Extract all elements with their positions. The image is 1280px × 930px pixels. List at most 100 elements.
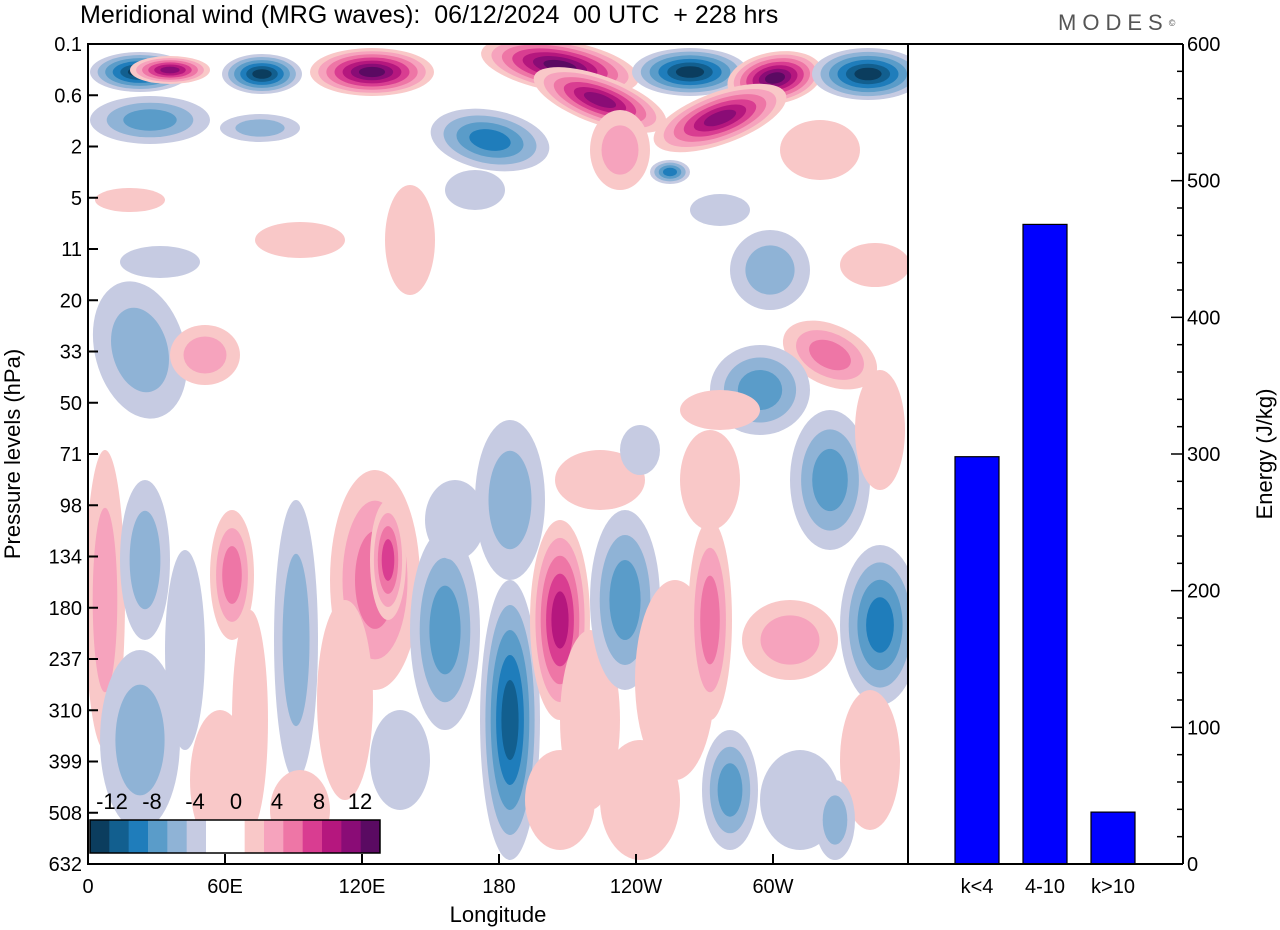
- heatmap-x-tick-label: 60E: [207, 876, 243, 898]
- contour-region: [92, 507, 118, 693]
- contour-region: [183, 336, 227, 374]
- colorbar-swatch: [244, 820, 265, 853]
- colorbar-swatch: [90, 820, 110, 853]
- colorbar-label: -12: [96, 789, 128, 814]
- bar-y-tick-label: 600: [1187, 34, 1220, 56]
- contour-region: [235, 119, 285, 137]
- contour-region: [488, 450, 532, 550]
- contour-region: [765, 72, 785, 84]
- heatmap-y-tick-label: 20: [60, 290, 82, 312]
- energy-bar: [1022, 223, 1068, 865]
- bar-y-tick-label: 300: [1187, 444, 1220, 466]
- contour-region: [822, 795, 848, 845]
- heatmap-y-tick-label: 0.6: [54, 85, 82, 107]
- contour-region: [317, 600, 373, 800]
- contour-region: [620, 425, 660, 475]
- contour-region: [600, 740, 680, 860]
- bar-panel: 0 100 200 300 400 500 600 k<4 4-10 k>10 Energy (…: [908, 34, 1277, 898]
- heatmap-y-tick-label: 508: [49, 803, 82, 825]
- logo-text: MODES: [1058, 10, 1169, 35]
- colorbar: -12 -8 -4 0 4 8 12: [89, 789, 381, 854]
- contour-region: [780, 120, 860, 180]
- colorbar-swatch: [302, 820, 323, 853]
- contour-region: [809, 339, 851, 371]
- heatmap-y-tick-label: 237: [49, 649, 82, 671]
- contour-region: [381, 539, 395, 581]
- contour-region: [601, 125, 639, 175]
- heatmap-x-tick-label: 180: [482, 876, 515, 898]
- colorbar-label: -4: [185, 789, 205, 814]
- bar-category-label: 4-10: [1025, 876, 1065, 898]
- contour-region: [282, 553, 310, 727]
- energy-bars: [954, 223, 1136, 865]
- bar-y-ticks: 0 100 200 300 400 500 600: [1171, 34, 1220, 876]
- colorbar-swatch: [341, 820, 362, 853]
- heatmap-y-tick-label: 180: [49, 598, 82, 620]
- bar-y-tick-label: 0: [1187, 854, 1198, 876]
- contour-region: [95, 188, 165, 212]
- contour-region: [583, 92, 617, 108]
- heatmap-y-tick-label: 399: [49, 752, 82, 774]
- colorbar-swatch: [225, 820, 246, 853]
- heatmap-y-tick-label: 5: [71, 188, 82, 210]
- contour-region: [160, 66, 180, 74]
- contour-region: [675, 66, 705, 78]
- bar-y-tick-label: 400: [1187, 307, 1220, 329]
- contour-region: [680, 390, 760, 430]
- contour-region: [555, 450, 645, 510]
- contour-region: [700, 575, 720, 665]
- contour-region: [252, 69, 272, 79]
- contour-region: [425, 480, 485, 560]
- heatmap-y-tick-label: 98: [60, 495, 82, 517]
- contour-region: [840, 243, 908, 287]
- contour-region: [717, 763, 743, 817]
- contour-region: [370, 710, 430, 810]
- colorbar-label: 12: [348, 789, 372, 814]
- colorbar-swatch: [264, 820, 284, 853]
- modes-logo: MODES©: [1058, 10, 1175, 36]
- logo-mark: ©: [1168, 18, 1176, 28]
- colorbar-swatch: [283, 820, 304, 853]
- bar-y-tick-label: 100: [1187, 717, 1220, 739]
- heatmap-y-tick-label: 2: [71, 137, 82, 159]
- contour-region: [855, 370, 905, 490]
- colorbar-swatch: [206, 820, 226, 853]
- heatmap-y-axis-title: Pressure levels (hPa): [0, 349, 25, 559]
- contour-region: [760, 615, 820, 665]
- heatmap-y-ticks: 0.1 0.6 2 5 11 20 33 50 71 98 134 180 237 310 399 508 63…: [49, 34, 98, 876]
- heatmap-x-axis-title: Longitude: [450, 902, 547, 927]
- bar-x-ticks: k<4 4-10 k>10: [961, 876, 1135, 898]
- bar-y-tick-label: 200: [1187, 581, 1220, 603]
- heatmap-x-tick-label: 120E: [339, 876, 386, 898]
- bar-y-tick-label: 500: [1187, 171, 1220, 193]
- energy-bar: [1090, 811, 1136, 865]
- contour-region: [115, 684, 165, 796]
- contour-region: [120, 246, 200, 278]
- heatmap-panel: -12 -8 -4 0 4 8 12 0.1 0.6 2 5 11 20 33 50 71 98 134 180 2…: [0, 34, 909, 927]
- energy-bar: [954, 456, 1000, 865]
- contour-region: [854, 67, 882, 81]
- bar-category-label: k>10: [1091, 876, 1135, 898]
- contour-region: [123, 109, 177, 131]
- contour-region: [129, 510, 161, 610]
- chart-title: Meridional wind (MRG waves): 06/12/2024 …: [80, 1, 779, 29]
- heatmap-y-tick-label: 11: [61, 239, 82, 261]
- colorbar-swatch: [322, 820, 342, 853]
- colorbar-swatch: [186, 820, 207, 853]
- contour-region: [812, 448, 848, 512]
- heatmap-x-tick-label: 60W: [752, 876, 793, 898]
- contour-region: [111, 307, 169, 393]
- contour-region: [501, 680, 519, 760]
- contour-region: [745, 245, 795, 295]
- heatmap-y-tick-label: 632: [49, 854, 82, 876]
- colorbar-label: 8: [313, 789, 325, 814]
- heatmap-x-tick-label: 0: [82, 876, 93, 898]
- contour-region: [445, 170, 505, 210]
- heatmap-y-tick-label: 0.1: [54, 34, 82, 56]
- contour-region: [551, 591, 569, 649]
- contour-region: [840, 690, 900, 830]
- colorbar-swatch: [128, 820, 149, 853]
- contour-region: [525, 750, 595, 850]
- contour-region: [255, 222, 345, 258]
